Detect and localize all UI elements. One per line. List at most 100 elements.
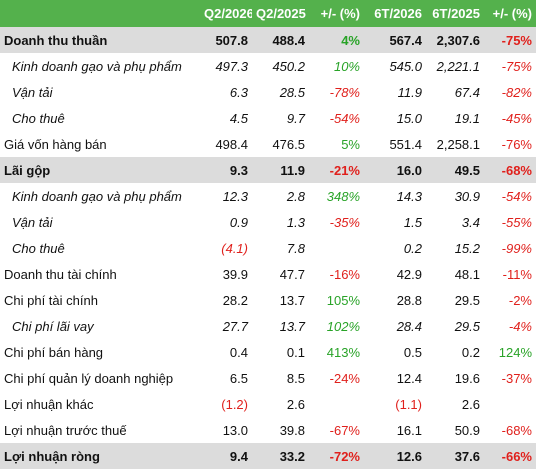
header-cell: +/- (%) <box>309 0 364 27</box>
value-cell: 0.5 <box>403 344 422 360</box>
value-cell: 551.4 <box>389 136 422 152</box>
value-cell: 2,258.1 <box>436 136 480 152</box>
table-row: Lợi nhuận ròng 9.4 33.2 -72% 12.6 37.6 -66% <box>0 443 536 469</box>
table-row: Doanh thu thuần 507.8 488.4 4% 567.4 2,307.6-… <box>0 27 536 53</box>
table-row: Kinh doanh gạo và phụ phẩm 497.3 450.2 10% 5… <box>0 53 536 79</box>
value-cell: 11.9 <box>397 84 422 100</box>
value-cell: -99% <box>501 240 532 256</box>
value-cell: 1.5 <box>403 214 422 230</box>
table-row: Cho thuê 4.5 9.7 -54% 15.0 19.1 -45% <box>0 105 536 131</box>
value-cell: 15.0 <box>396 110 422 126</box>
value-cell: 67.4 <box>454 84 480 100</box>
value-cell: (4.1) <box>221 240 248 256</box>
value-cell: 4.5 <box>229 110 248 126</box>
value-cell: 29.5 <box>454 292 480 308</box>
value-cell: 14.3 <box>396 188 422 204</box>
value-cell: 27.7 <box>222 318 248 334</box>
value-cell: -75% <box>501 58 532 74</box>
header-cell: 6T/2025 <box>426 0 484 27</box>
value-cell: 450.2 <box>272 58 305 74</box>
value-cell: 105% <box>326 292 360 308</box>
row-label: Vận tải <box>12 84 53 100</box>
value-cell: 12.3 <box>222 188 248 204</box>
row-label: Cho thuê <box>12 240 65 256</box>
value-cell: 0.2 <box>403 240 422 256</box>
row-label: Lợi nhuận trước thuế <box>4 422 127 438</box>
value-cell: 37.6 <box>426 443 484 469</box>
value-cell: -21% <box>309 157 364 183</box>
value-cell: 124% <box>498 344 532 360</box>
value-cell: 8.5 <box>286 370 305 386</box>
value-cell: 48.1 <box>454 266 480 282</box>
value-cell: 567.4 <box>364 27 426 53</box>
table-row: Chi phí tài chính 28.2 13.7 105% 28.8 29.5 -2% <box>0 287 536 313</box>
table-body: Doanh thu thuần 507.8 488.4 4% 567.4 2,307.6-… <box>0 27 536 469</box>
value-cell: -2% <box>508 292 532 308</box>
value-cell: -45% <box>501 110 532 126</box>
row-label: Lợi nhuận ròng <box>0 443 200 469</box>
value-cell: 11.9 <box>252 157 309 183</box>
value-cell: 28.2 <box>222 292 248 308</box>
row-label: Doanh thu thuần <box>0 27 200 53</box>
value-cell: 39.8 <box>279 422 305 438</box>
value-cell: 39.9 <box>222 266 248 282</box>
row-label: Lợi nhuận khác <box>4 396 94 412</box>
row-label: Giá vốn hàng bán <box>4 136 107 152</box>
value-cell: 413% <box>326 344 360 360</box>
value-cell: 1.3 <box>286 214 305 230</box>
row-label: Kinh doanh gạo và phụ phẩm <box>12 188 182 204</box>
value-cell: 13.7 <box>279 292 305 308</box>
row-label: Chi phí tài chính <box>4 292 98 308</box>
value-cell: 3.4 <box>461 214 480 230</box>
value-cell: -78% <box>329 84 360 100</box>
value-cell: 497.3 <box>215 58 248 74</box>
value-cell: 488.4 <box>252 27 309 53</box>
value-cell: 2,307.6 <box>426 27 484 53</box>
value-cell: -35% <box>329 214 360 230</box>
table-row: Vận tải 0.9 1.3 -35% 1.5 3.4 -55% <box>0 209 536 235</box>
value-cell: 6.3 <box>229 84 248 100</box>
value-cell: 7.8 <box>286 240 305 256</box>
value-cell: 0.4 <box>229 344 248 360</box>
table-row: Cho thuê (4.1) 7.8 0.2 15.2 -99% <box>0 235 536 261</box>
value-cell: 476.5 <box>272 136 305 152</box>
table-row: Vận tải 6.3 28.5 -78% 11.9 67.4 -82% <box>0 79 536 105</box>
table-row: Giá vốn hàng bán 498.4 476.5 5% 551.4 2,258.1… <box>0 131 536 157</box>
value-cell: 5% <box>341 136 360 152</box>
value-cell: 12.6 <box>364 443 426 469</box>
value-cell: 6.5 <box>229 370 248 386</box>
row-label: Lãi gộp <box>0 157 200 183</box>
value-cell: 0.2 <box>461 344 480 360</box>
value-cell: (1.2) <box>221 396 248 412</box>
table-row: Lợi nhuận trước thuế 13.0 39.8 -67% 16.1 50.9… <box>0 417 536 443</box>
row-label: Chi phí quản lý doanh nghiệp <box>4 370 174 386</box>
value-cell: -37% <box>501 370 532 386</box>
table-row: Lợi nhuận khác (1.2) 2.6 (1.1) 2.6 <box>0 391 536 417</box>
table-row: Chi phí lãi vay 27.7 13.7 102% 28.4 29.5 -4% <box>0 313 536 339</box>
value-cell: (1.1) <box>395 396 422 412</box>
value-cell: 13.0 <box>222 422 248 438</box>
table-row: Doanh thu tài chính 39.9 47.7 -16% 42.9 48.1 -… <box>0 261 536 287</box>
value-cell: 13.7 <box>279 318 305 334</box>
value-cell: 2.6 <box>461 396 480 412</box>
value-cell: -68% <box>484 157 536 183</box>
value-cell: 16.1 <box>396 422 422 438</box>
value-cell: 10% <box>333 58 360 74</box>
value-cell: 29.5 <box>454 318 480 334</box>
value-cell: 0.1 <box>286 344 305 360</box>
empty-cell <box>309 235 364 261</box>
value-cell: 19.1 <box>454 110 480 126</box>
value-cell: 28.8 <box>396 292 422 308</box>
value-cell: 30.9 <box>454 188 480 204</box>
value-cell: -55% <box>501 214 532 230</box>
header-cell: +/- (%) <box>484 0 536 27</box>
value-cell: 19.6 <box>454 370 480 386</box>
value-cell: 9.7 <box>286 110 305 126</box>
row-label: Doanh thu tài chính <box>4 266 117 282</box>
value-cell: 9.4 <box>200 443 252 469</box>
value-cell: -16% <box>329 266 360 282</box>
row-label: Kinh doanh gạo và phụ phẩm <box>12 58 182 74</box>
value-cell: 50.9 <box>454 422 480 438</box>
value-cell: 2.6 <box>286 396 305 412</box>
value-cell: 28.4 <box>396 318 422 334</box>
